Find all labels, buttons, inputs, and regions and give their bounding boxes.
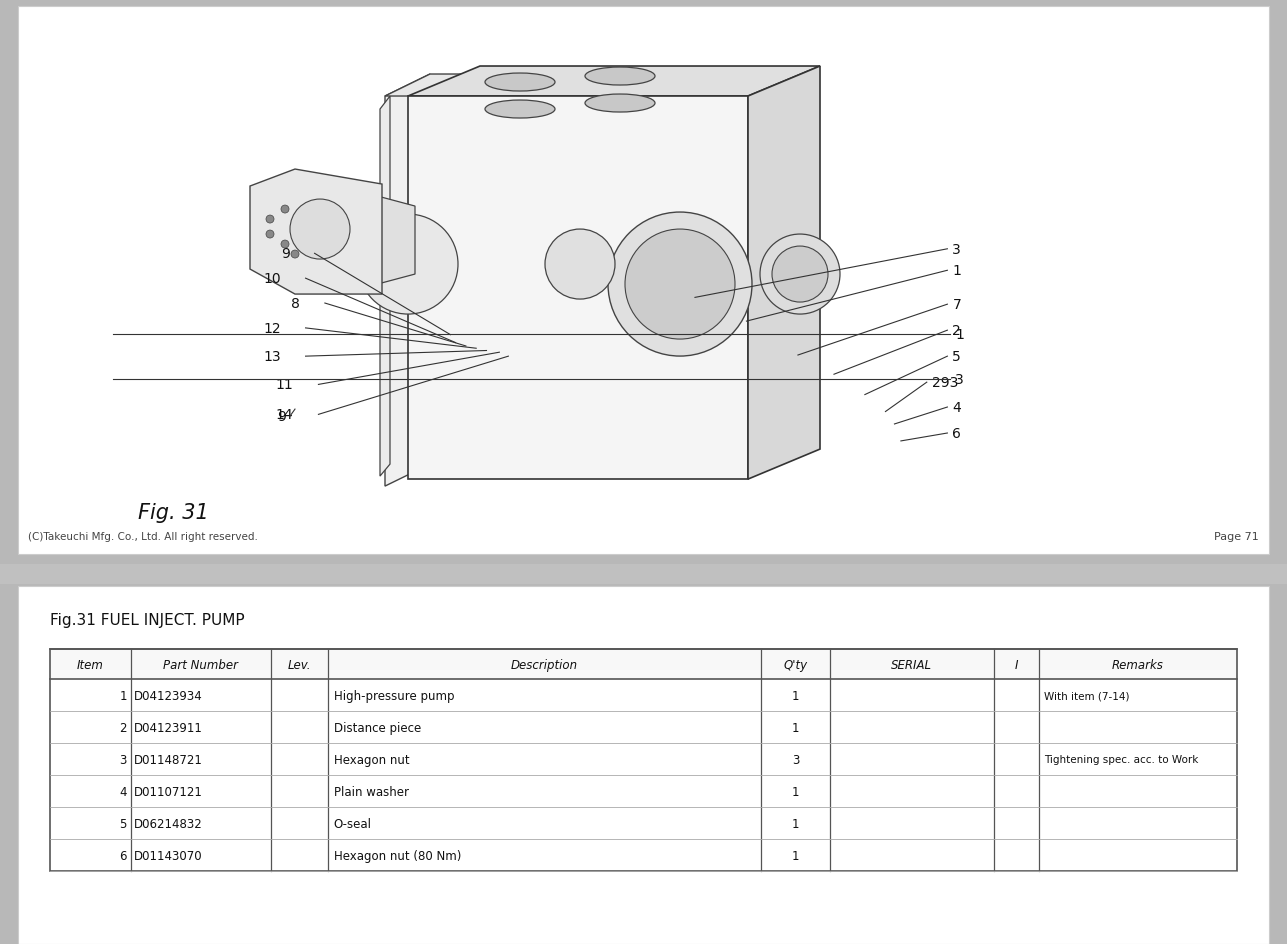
Text: Part Number: Part Number	[163, 658, 238, 671]
Polygon shape	[385, 75, 780, 97]
Text: 1: 1	[120, 689, 126, 701]
Text: 5: 5	[120, 817, 126, 830]
Text: With item (7-14): With item (7-14)	[1044, 690, 1129, 700]
Polygon shape	[380, 97, 390, 477]
Text: Hexagon nut (80 Nm): Hexagon nut (80 Nm)	[333, 849, 461, 862]
Text: Page 71: Page 71	[1214, 531, 1259, 542]
Polygon shape	[748, 67, 820, 480]
Circle shape	[290, 200, 350, 260]
Text: 1: 1	[955, 328, 964, 342]
Text: Distance piece: Distance piece	[333, 721, 421, 733]
Circle shape	[281, 241, 290, 249]
Text: Fig. 31: Fig. 31	[138, 502, 208, 523]
Circle shape	[625, 229, 735, 340]
Circle shape	[266, 230, 274, 239]
Text: 11: 11	[275, 378, 293, 392]
Text: 1: 1	[792, 721, 799, 733]
Text: O-seal: O-seal	[333, 817, 372, 830]
Text: I: I	[1014, 658, 1018, 671]
Text: SERIAL: SERIAL	[892, 658, 932, 671]
Text: (C)Takeuchi Mfg. Co., Ltd. All right reserved.: (C)Takeuchi Mfg. Co., Ltd. All right res…	[28, 531, 257, 542]
Text: 3: 3	[120, 752, 126, 766]
Bar	[50, 649, 1237, 871]
Text: D04123934: D04123934	[134, 689, 202, 701]
Bar	[0, 565, 1287, 584]
Text: 4: 4	[952, 400, 961, 414]
Text: D01143070: D01143070	[134, 849, 202, 862]
Text: 5: 5	[952, 350, 961, 363]
Text: 8: 8	[291, 296, 300, 311]
Text: 3: 3	[792, 752, 799, 766]
Text: 3: 3	[955, 373, 964, 387]
Ellipse shape	[485, 101, 555, 119]
Circle shape	[291, 251, 299, 259]
Circle shape	[544, 229, 615, 300]
Ellipse shape	[485, 74, 555, 92]
Text: 2: 2	[120, 721, 126, 733]
Circle shape	[281, 206, 290, 213]
Text: Hexagon nut: Hexagon nut	[333, 752, 409, 766]
Text: 9: 9	[281, 247, 290, 261]
Polygon shape	[385, 75, 430, 486]
Ellipse shape	[586, 68, 655, 86]
Circle shape	[772, 246, 828, 303]
Text: 6: 6	[120, 849, 126, 862]
Text: Lev.: Lev.	[287, 658, 311, 671]
Text: 7: 7	[952, 298, 961, 312]
Polygon shape	[408, 97, 748, 480]
Text: D04123911: D04123911	[134, 721, 202, 733]
Text: 1: 1	[792, 784, 799, 798]
Text: D01148721: D01148721	[134, 752, 202, 766]
Text: 2: 2	[952, 324, 961, 338]
Text: Plain washer: Plain washer	[333, 784, 409, 798]
Circle shape	[266, 216, 274, 224]
Text: High-pressure pump: High-pressure pump	[333, 689, 454, 701]
Text: 1: 1	[792, 849, 799, 862]
Polygon shape	[408, 67, 820, 97]
Ellipse shape	[586, 95, 655, 113]
Circle shape	[607, 212, 752, 357]
Text: 4: 4	[120, 784, 126, 798]
Text: Q'ty: Q'ty	[784, 658, 807, 671]
Text: D01107121: D01107121	[134, 784, 202, 798]
Text: Item: Item	[77, 658, 104, 671]
Text: 1: 1	[792, 817, 799, 830]
Text: 3: 3	[952, 243, 961, 257]
Text: 1: 1	[952, 264, 961, 278]
Text: Remarks: Remarks	[1112, 658, 1163, 671]
Text: Tightening spec. acc. to Work: Tightening spec. acc. to Work	[1044, 754, 1198, 765]
Text: 14: 14	[275, 408, 293, 422]
Text: 12: 12	[263, 322, 281, 335]
Text: 10: 10	[263, 272, 281, 286]
Text: 9: 9	[277, 410, 286, 424]
Bar	[50, 649, 1237, 680]
Text: D06214832: D06214832	[134, 817, 202, 830]
Circle shape	[761, 235, 840, 314]
Text: Fig.31 FUEL INJECT. PUMP: Fig.31 FUEL INJECT. PUMP	[50, 612, 245, 627]
Text: 6: 6	[952, 427, 961, 441]
Polygon shape	[369, 194, 414, 287]
Text: 1: 1	[792, 689, 799, 701]
Text: 293: 293	[932, 376, 958, 390]
Circle shape	[358, 215, 458, 314]
Text: 13: 13	[263, 350, 281, 363]
Polygon shape	[250, 170, 382, 295]
Text: Description: Description	[511, 658, 578, 671]
